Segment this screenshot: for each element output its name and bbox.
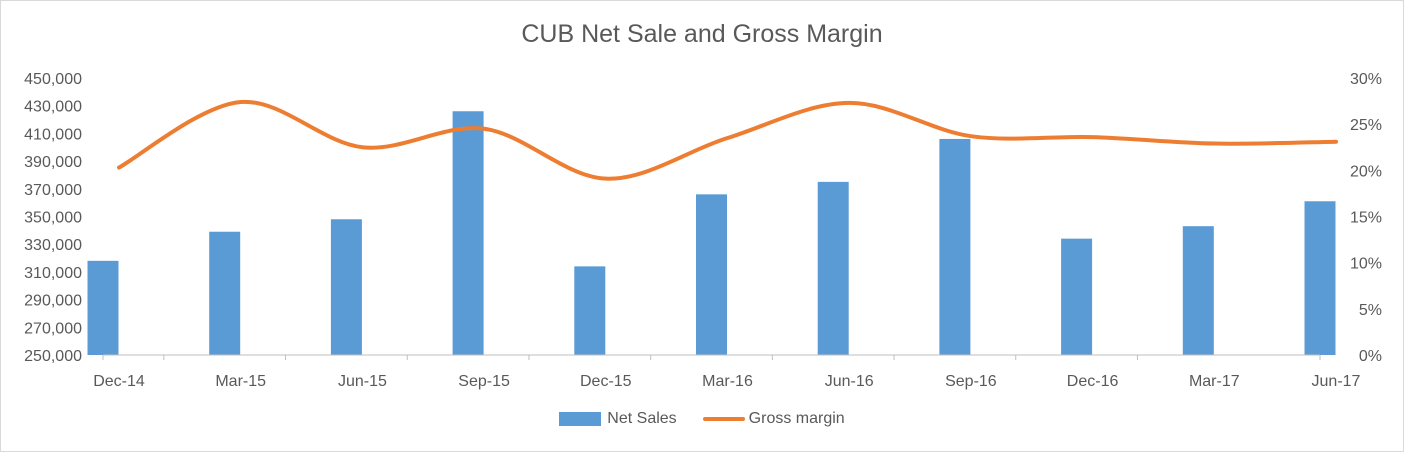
x-tick-label: Jun-15 <box>338 373 387 390</box>
gross-margin-line <box>117 99 1338 181</box>
net-sales-bar <box>939 138 971 355</box>
x-tick-label: Dec-14 <box>93 373 145 390</box>
x-tick-label: Sep-16 <box>945 373 997 390</box>
left-tick-label: 250,000 <box>24 348 82 365</box>
left-tick-label: 390,000 <box>24 154 82 171</box>
legend-item-net-sales: Net Sales <box>559 410 677 428</box>
right-tick-label: 5% <box>1359 302 1382 319</box>
x-axis-ticks <box>102 355 1321 360</box>
left-tick-label: 430,000 <box>24 99 82 116</box>
chart-title: CUB Net Sale and Gross Margin <box>521 20 883 48</box>
net-sales-bar <box>1182 226 1214 355</box>
x-tick-label: Dec-15 <box>580 373 632 390</box>
net-sales-bar <box>209 231 241 355</box>
x-tick-label: Mar-15 <box>215 373 266 390</box>
net-sales-bar <box>1304 201 1336 355</box>
right-tick-label: 25% <box>1350 117 1382 134</box>
legend-label-gross-margin: Gross margin <box>748 410 845 427</box>
left-tick-label: 410,000 <box>24 126 82 143</box>
legend-swatch-net-sales <box>559 412 602 426</box>
left-tick-label: 290,000 <box>24 293 82 310</box>
net-sales-bar <box>574 266 606 355</box>
net-sales-bar <box>1061 238 1093 355</box>
left-tick-label: 450,000 <box>24 71 82 88</box>
x-tick-label: Sep-15 <box>458 373 510 390</box>
left-tick-label: 330,000 <box>24 237 82 254</box>
left-tick-label: 370,000 <box>24 182 82 199</box>
right-tick-label: 20% <box>1350 163 1382 180</box>
net-sales-bars <box>87 111 1336 356</box>
x-tick-label: Jun-16 <box>825 373 874 390</box>
x-tick-label: Jun-17 <box>1312 373 1361 390</box>
net-sales-bar <box>330 219 362 355</box>
right-tick-label: 0% <box>1359 348 1382 365</box>
left-tick-label: 310,000 <box>24 265 82 282</box>
net-sales-bar <box>817 181 849 355</box>
legend-label-net-sales: Net Sales <box>607 410 677 427</box>
legend: Net Sales Gross margin <box>0 410 1404 428</box>
left-tick-label: 270,000 <box>24 320 82 337</box>
legend-swatch-gross-margin <box>702 417 745 421</box>
x-tick-label: Dec-16 <box>1067 373 1119 390</box>
x-tick-label: Mar-17 <box>1189 373 1240 390</box>
net-sales-bar <box>87 260 119 355</box>
left-tick-label: 350,000 <box>24 210 82 227</box>
x-tick-label: Mar-16 <box>702 373 753 390</box>
x-axis-labels: Dec-14 Mar-15 Jun-15 Sep-15 Dec-15 Mar-16 Jun-… <box>93 373 1360 390</box>
net-sales-bar <box>696 194 727 355</box>
right-tick-label: 10% <box>1350 256 1382 273</box>
net-sales-bar <box>452 111 484 356</box>
right-tick-label: 30% <box>1350 71 1382 88</box>
legend-item-gross-margin: Gross margin <box>702 410 845 428</box>
right-tick-label: 15% <box>1350 210 1382 227</box>
right-axis-ticks: 0% 5% 10% 15% 20% 25% 30% <box>1350 71 1382 365</box>
left-axis-ticks: 250,000 270,000 290,000 310,000 330,000 350,0… <box>24 71 82 365</box>
